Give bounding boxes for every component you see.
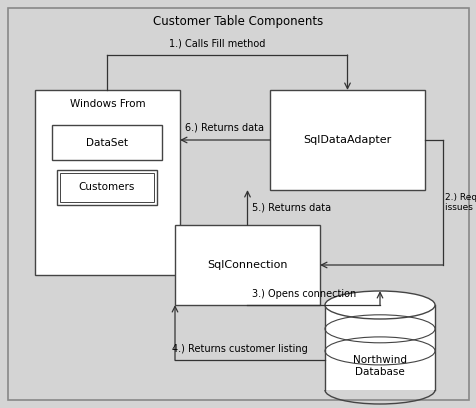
Text: SqlConnection: SqlConnection — [207, 260, 287, 270]
Bar — [269, 90, 424, 190]
Text: 5.) Returns data: 5.) Returns data — [252, 202, 331, 213]
Text: Windows From: Windows From — [69, 99, 145, 109]
Bar — [57, 170, 157, 205]
Text: 2.) Request to open connection/
issues SELECT command: 2.) Request to open connection/ issues S… — [444, 193, 476, 212]
Bar — [175, 225, 319, 305]
Text: Northwind
Database: Northwind Database — [352, 355, 406, 377]
Text: 4.) Returns customer listing: 4.) Returns customer listing — [172, 344, 307, 354]
Bar — [35, 90, 179, 275]
Bar — [60, 173, 154, 202]
Text: SqlDataAdapter: SqlDataAdapter — [303, 135, 391, 145]
Bar — [52, 125, 162, 160]
Text: Customers: Customers — [79, 182, 135, 193]
Text: DataSet: DataSet — [86, 137, 128, 148]
Bar — [324, 305, 434, 390]
Text: Customer Table Components: Customer Table Components — [153, 16, 323, 29]
Text: 6.) Returns data: 6.) Returns data — [185, 123, 264, 133]
Text: 1.) Calls Fill method: 1.) Calls Fill method — [169, 39, 265, 49]
Text: 3.) Opens connection: 3.) Opens connection — [251, 289, 355, 299]
Ellipse shape — [324, 291, 434, 319]
